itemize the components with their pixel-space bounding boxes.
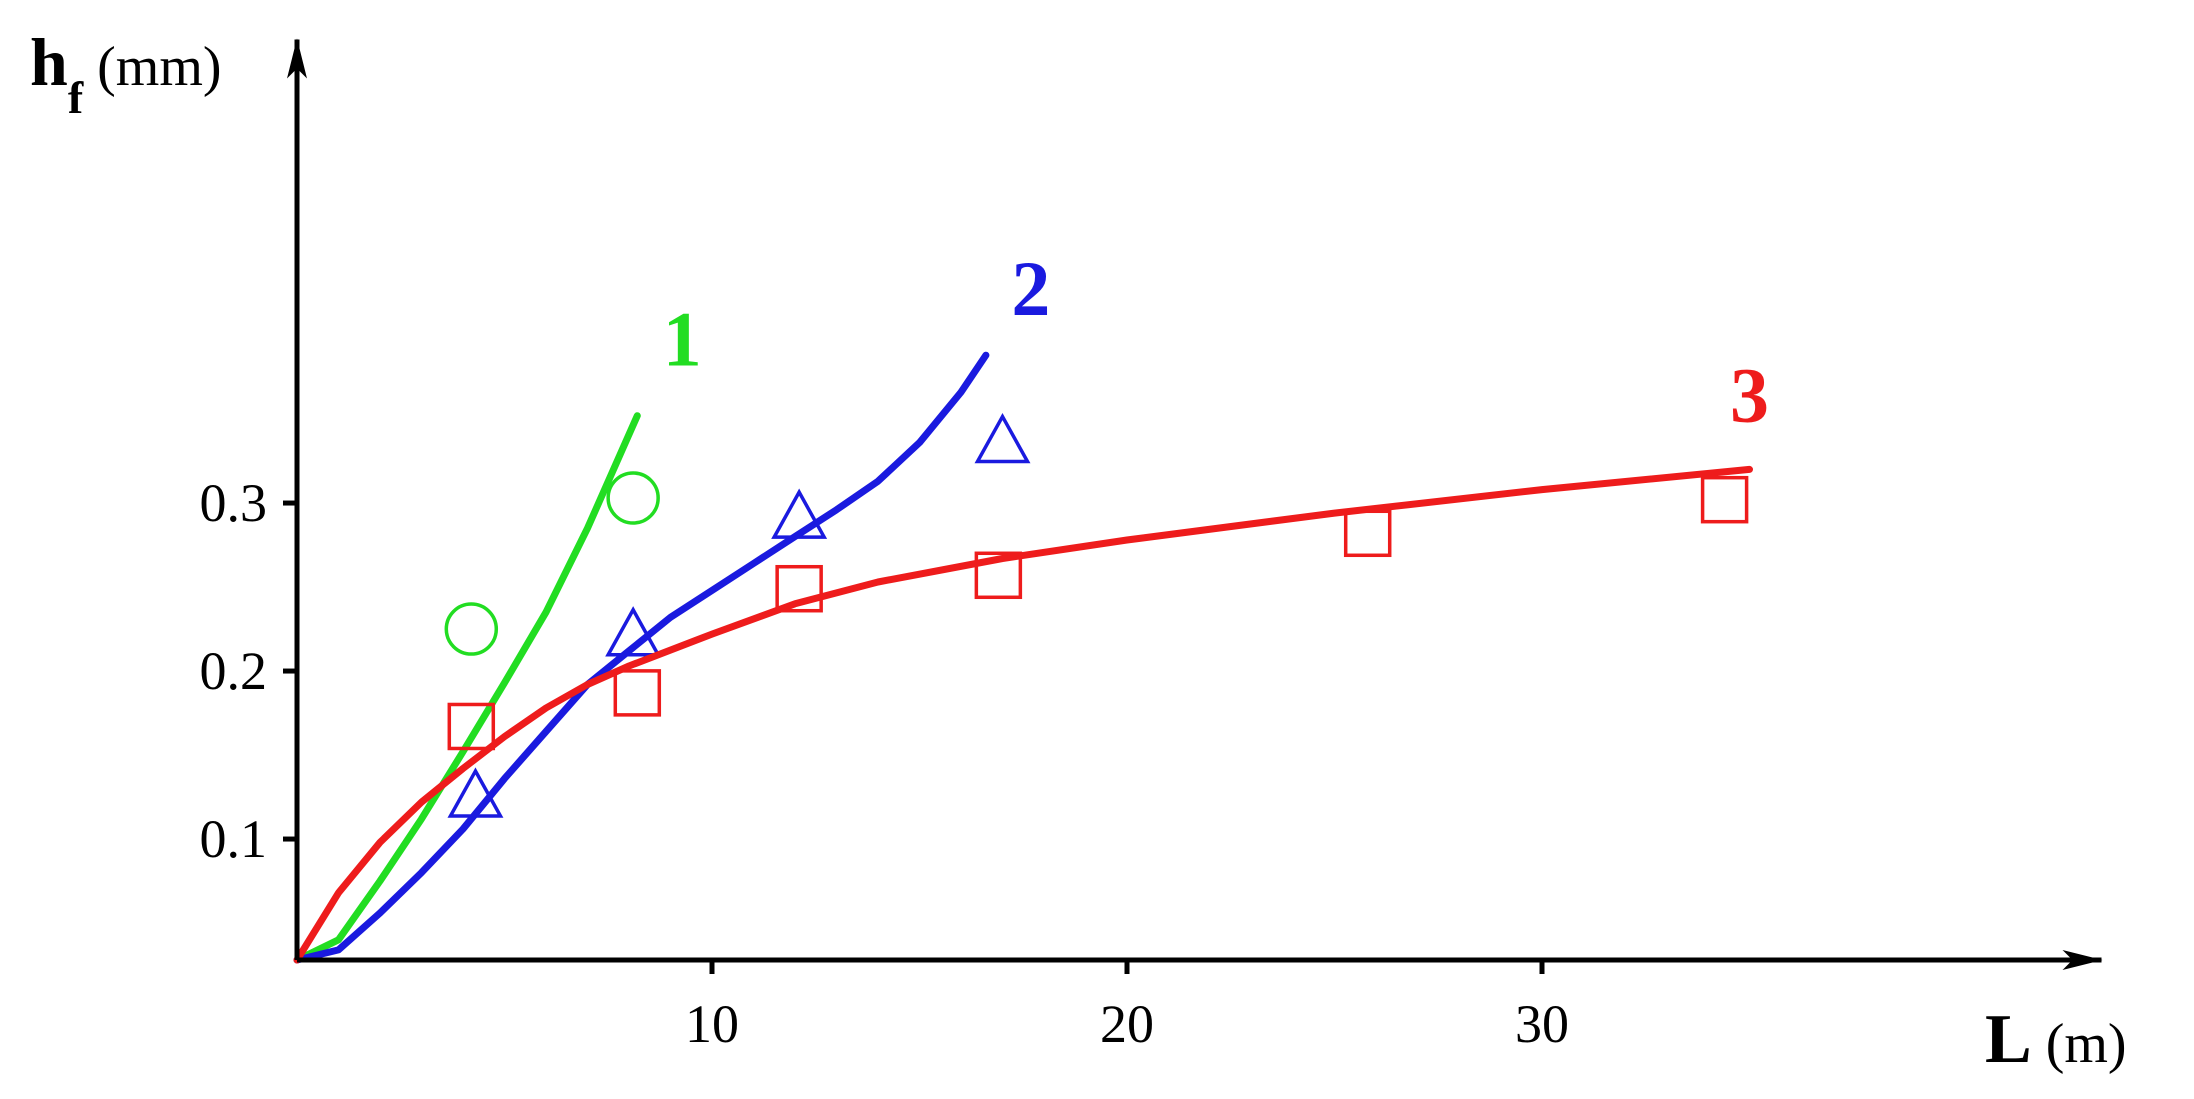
x-tick-label: 10 — [685, 994, 739, 1054]
data-point-circle — [444, 602, 499, 656]
data-point-triangle — [605, 606, 662, 657]
data-point-square — [447, 702, 496, 751]
y-axis-symbol: h — [30, 24, 68, 100]
series-3-label: 3 — [1730, 351, 1769, 438]
y-tick-label: 0.2 — [200, 641, 268, 701]
y-axis-ticks: 0.1 0.2 0.3 — [200, 473, 297, 869]
series-2-label: 2 — [1011, 245, 1050, 332]
data-point-triangle — [771, 488, 828, 539]
series-1-curve — [293, 412, 641, 964]
y-axis-subscript: f — [68, 72, 84, 123]
data-point-square — [775, 564, 823, 613]
series-2-curve — [293, 351, 990, 964]
x-axis-title: L (m) — [1985, 1001, 2127, 1078]
plot-area: 1 2 3 — [293, 245, 1769, 964]
y-tick-label: 0.3 — [200, 473, 268, 533]
data-point-square — [1343, 509, 1392, 558]
x-axis-unit: (m) — [2046, 1013, 2127, 1075]
data-point-square — [613, 669, 662, 717]
y-axis-unit: (mm) — [97, 36, 221, 98]
data-point-triangle — [447, 767, 504, 818]
data-point-circle — [606, 471, 660, 525]
series-1: 1 — [293, 296, 702, 964]
x-axis-ticks: 10 20 30 — [685, 960, 1569, 1054]
y-axis-title: hf (mm) — [30, 24, 222, 123]
series-1-label: 1 — [663, 296, 702, 383]
data-point-triangle — [974, 412, 1031, 464]
x-tick-label: 20 — [1100, 994, 1154, 1054]
data-point-square — [974, 551, 1023, 600]
x-tick-label: 30 — [1515, 994, 1569, 1054]
x-axis-symbol: L — [1985, 1001, 2032, 1078]
data-point-square — [1700, 475, 1749, 524]
series-3-curve — [293, 465, 1753, 964]
series-3: 3 — [293, 351, 1769, 964]
y-tick-label: 0.1 — [200, 809, 268, 869]
series-2: 2 — [293, 245, 1050, 964]
